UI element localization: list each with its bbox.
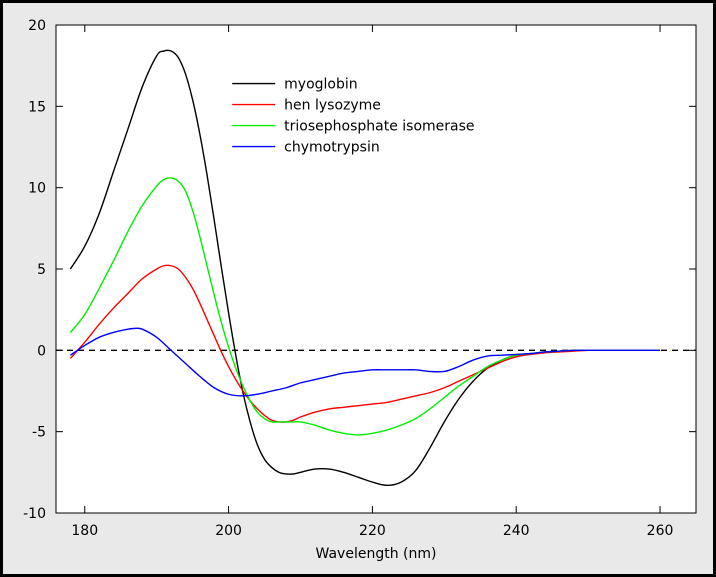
x-tick-label: 200 (215, 523, 242, 539)
x-tick-label: 240 (503, 523, 530, 539)
x-axis-title: Wavelength (nm) (316, 546, 437, 562)
cd-spectra-chart: 180 200 220 240 260 -10 -5 0 5 10 15 20 myoglobin he… (23, 18, 697, 562)
y-tick-label: 15 (28, 99, 46, 115)
legend-label: myoglobin (284, 77, 357, 93)
legend-label: chymotrypsin (284, 140, 380, 156)
series-line-hen-lysozyme (69, 264, 661, 423)
y-tick-label: 5 (37, 262, 46, 278)
chart-panel: 180 200 220 240 260 -10 -5 0 5 10 15 20 myoglobin he… (3, 3, 713, 574)
plot-area (55, 24, 697, 514)
y-tick-label: 10 (28, 181, 46, 197)
x-tick-label: 260 (647, 523, 674, 539)
y-tick-label: -5 (32, 425, 46, 441)
y-tick-label: 0 (37, 343, 46, 359)
legend-label: triosephosphate isomerase (284, 119, 474, 135)
y-tick-label: -10 (23, 506, 46, 522)
legend-label: hen lysozyme (284, 98, 381, 114)
x-tick-label: 220 (359, 523, 386, 539)
x-tick-label: 180 (71, 523, 98, 539)
y-tick-label: 20 (28, 18, 46, 34)
series-line-chymotrypsin (69, 327, 661, 397)
